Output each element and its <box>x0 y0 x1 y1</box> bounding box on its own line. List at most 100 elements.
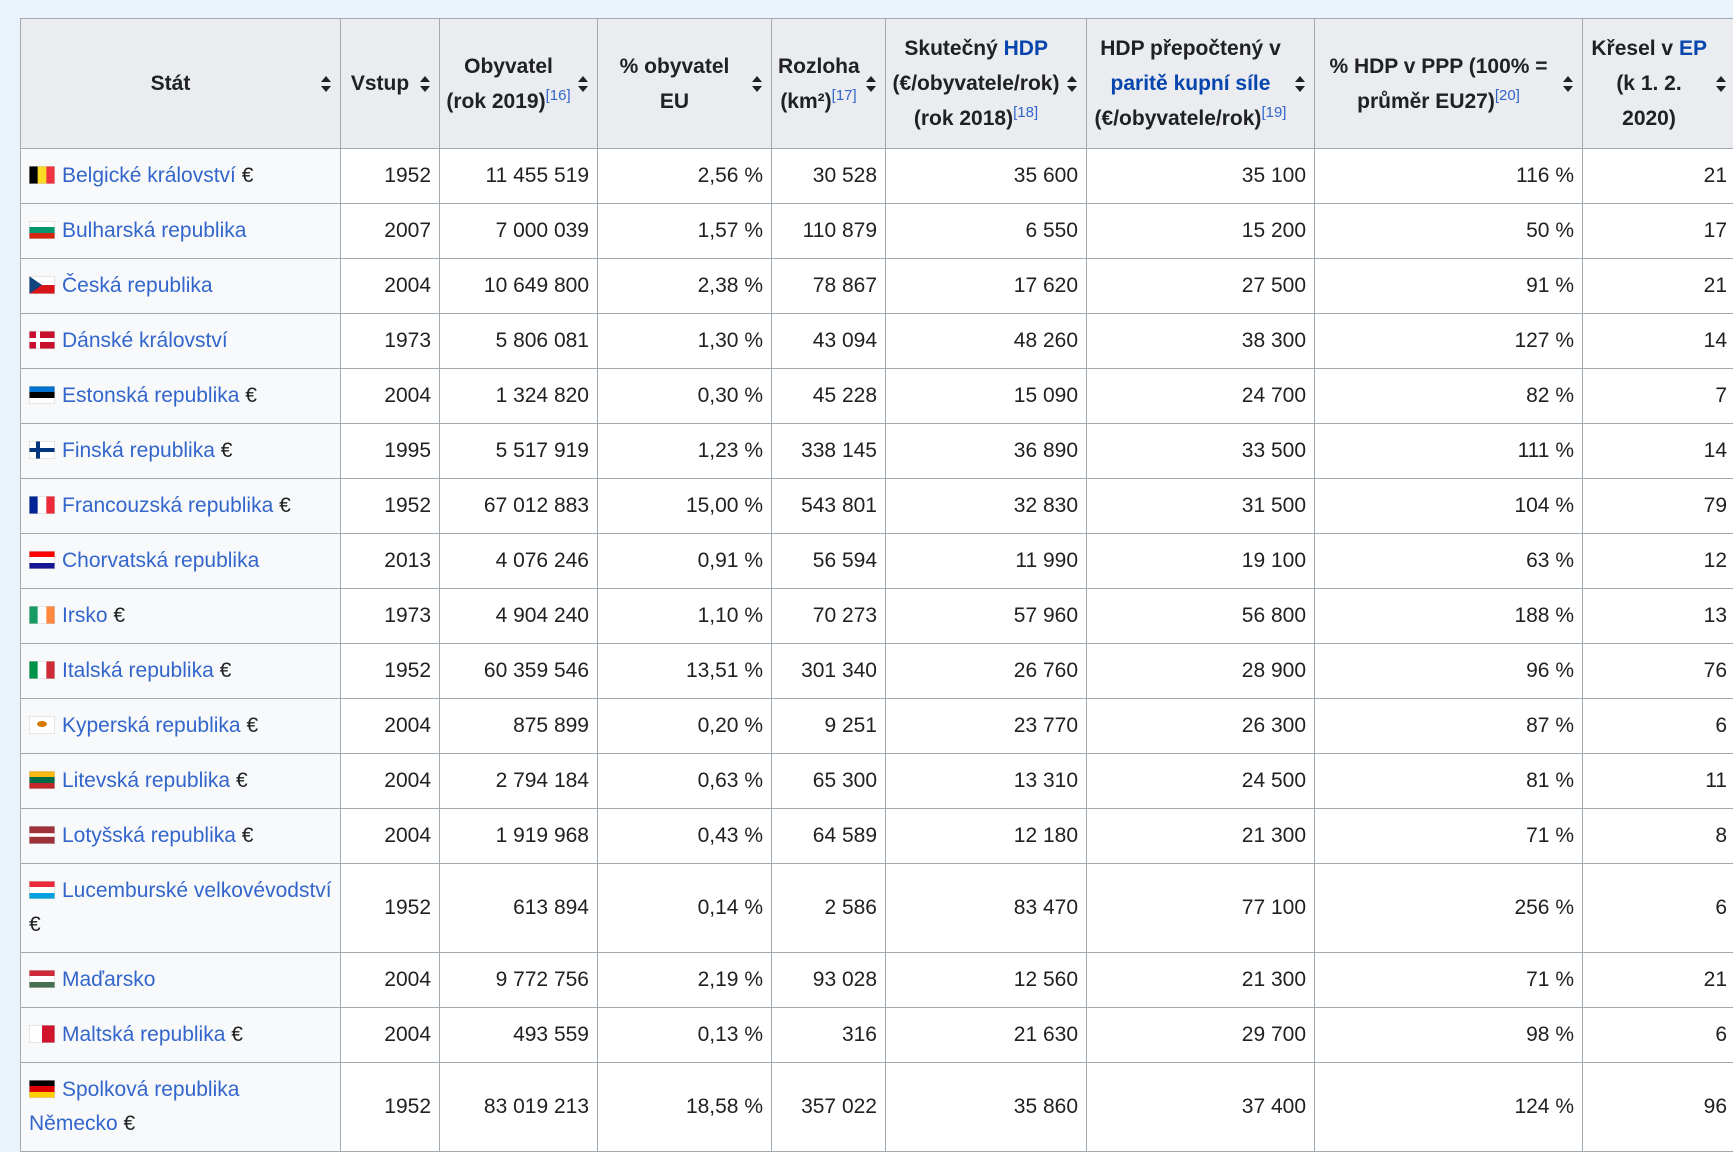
sort-button[interactable] <box>865 75 877 93</box>
value-cell: 70 273 <box>772 589 886 644</box>
reference[interactable]: [16] <box>546 87 571 104</box>
value-cell: 2004 <box>341 953 440 1008</box>
reference[interactable]: [20] <box>1495 87 1520 104</box>
value-cell: 2,38 % <box>598 259 772 314</box>
flag <box>29 221 55 239</box>
column-header: Stát <box>21 19 341 149</box>
value-cell: 76 <box>1583 644 1733 699</box>
euro-sign: € <box>242 824 254 847</box>
state-link[interactable]: Maďarsko <box>62 968 155 991</box>
flag-stripe <box>29 386 55 392</box>
state-link[interactable]: Kyperská republika <box>62 714 241 737</box>
value-cell: 35 600 <box>886 149 1087 204</box>
value-cell: 6 <box>1583 1008 1733 1063</box>
sort-button[interactable] <box>320 75 332 93</box>
value-cell: 21 <box>1583 953 1733 1008</box>
value-cell: 7 <box>1583 369 1733 424</box>
header-text: Skutečný <box>904 37 1003 60</box>
value-cell: 56 594 <box>772 534 886 589</box>
value-cell: 48 260 <box>886 314 1087 369</box>
value-cell: 87 % <box>1315 699 1583 754</box>
value-cell: 35 100 <box>1087 149 1315 204</box>
state-link[interactable]: Irsko <box>62 604 108 627</box>
value-cell: 1952 <box>341 479 440 534</box>
sort-button[interactable] <box>751 75 763 93</box>
value-cell: 1,57 % <box>598 204 772 259</box>
value-cell: 1,23 % <box>598 424 772 479</box>
sort-button[interactable] <box>419 75 431 93</box>
sort-down <box>1563 86 1573 92</box>
flag <box>29 386 55 404</box>
state-cell: Chorvatská republika <box>21 534 341 589</box>
value-cell: 7 000 039 <box>440 204 598 259</box>
sort-button[interactable] <box>1562 75 1574 93</box>
flag-stripe <box>29 398 55 404</box>
value-cell: 9 772 756 <box>440 953 598 1008</box>
state-link[interactable]: Česká republika <box>62 274 213 297</box>
column-header: % obyvatel EU <box>598 19 772 149</box>
state-link[interactable]: Bulharská republika <box>62 219 246 242</box>
reference[interactable]: [19] <box>1261 104 1286 121</box>
value-cell: 91 % <box>1315 259 1583 314</box>
flag <box>29 551 55 569</box>
value-cell: 36 890 <box>886 424 1087 479</box>
column-header: % HDP v PPP (100% = průměr EU27)[20] <box>1315 19 1583 149</box>
flag <box>29 441 55 459</box>
header-text: Obyvatel (rok 2019) <box>446 55 552 113</box>
value-cell: 77 100 <box>1087 864 1315 953</box>
sort-button[interactable] <box>1066 75 1078 93</box>
state-link[interactable]: Italská republika <box>62 659 214 682</box>
value-cell: 98 % <box>1315 1008 1583 1063</box>
state-link[interactable]: Francouzská republika <box>62 494 273 517</box>
header-link[interactable]: HDP <box>1004 37 1048 60</box>
state-cell: Česká republika <box>21 259 341 314</box>
state-link[interactable]: Lotyšská republika <box>62 824 236 847</box>
state-link[interactable]: Belgické království <box>62 164 236 187</box>
state-link[interactable]: Chorvatská republika <box>62 549 259 572</box>
flag-stripe <box>46 166 55 184</box>
flag <box>29 661 55 679</box>
column-header: Rozloha (km²)[17] <box>772 19 886 149</box>
value-cell: 1973 <box>341 314 440 369</box>
value-cell: 2004 <box>341 699 440 754</box>
value-cell: 1952 <box>341 864 440 953</box>
sort-button[interactable] <box>1294 75 1306 93</box>
state-link[interactable]: Finská republika <box>62 439 215 462</box>
value-cell: 14 <box>1583 314 1733 369</box>
value-cell: 5 517 919 <box>440 424 598 479</box>
value-cell: 188 % <box>1315 589 1583 644</box>
header-link[interactable]: EP <box>1679 37 1707 60</box>
column-header: Křesel v EP (k 1. 2. 2020) <box>1583 19 1733 149</box>
flag <box>29 771 55 789</box>
state-link[interactable]: Lucemburské velkovévodství <box>62 879 332 902</box>
value-cell: 0,91 % <box>598 534 772 589</box>
value-cell: 13 310 <box>886 754 1087 809</box>
value-cell: 104 % <box>1315 479 1583 534</box>
flag-stripe <box>29 606 38 624</box>
state-link[interactable]: Litevská republika <box>62 769 230 792</box>
reference[interactable]: [18] <box>1013 104 1038 121</box>
sort-button[interactable] <box>1715 75 1727 93</box>
value-cell: 13 <box>1583 589 1733 644</box>
flag-stripe <box>29 837 55 841</box>
value-cell: 2,19 % <box>598 953 772 1008</box>
euro-sign: € <box>221 439 233 462</box>
sort-button[interactable] <box>577 75 589 93</box>
state-link[interactable]: Dánské království <box>62 329 228 352</box>
flag-stripe <box>29 826 55 830</box>
euro-sign: € <box>231 1023 243 1046</box>
value-cell: 10 649 800 <box>440 259 598 314</box>
sort-up <box>1067 76 1077 82</box>
state-link[interactable]: Estonská republika <box>62 384 239 407</box>
column-header: HDP přepočtený v paritě kupní síle (€/ob… <box>1087 19 1315 149</box>
state-link[interactable]: Maltská republika <box>62 1023 225 1046</box>
reference[interactable]: [17] <box>832 87 857 104</box>
header-link[interactable]: paritě kupní síle <box>1111 72 1271 95</box>
flag-stripe <box>42 1025 55 1043</box>
